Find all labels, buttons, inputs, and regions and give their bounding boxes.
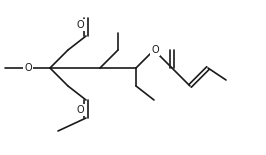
Text: O: O xyxy=(76,105,84,115)
Text: O: O xyxy=(151,45,159,55)
Text: O: O xyxy=(24,63,32,73)
Text: O: O xyxy=(76,20,84,30)
